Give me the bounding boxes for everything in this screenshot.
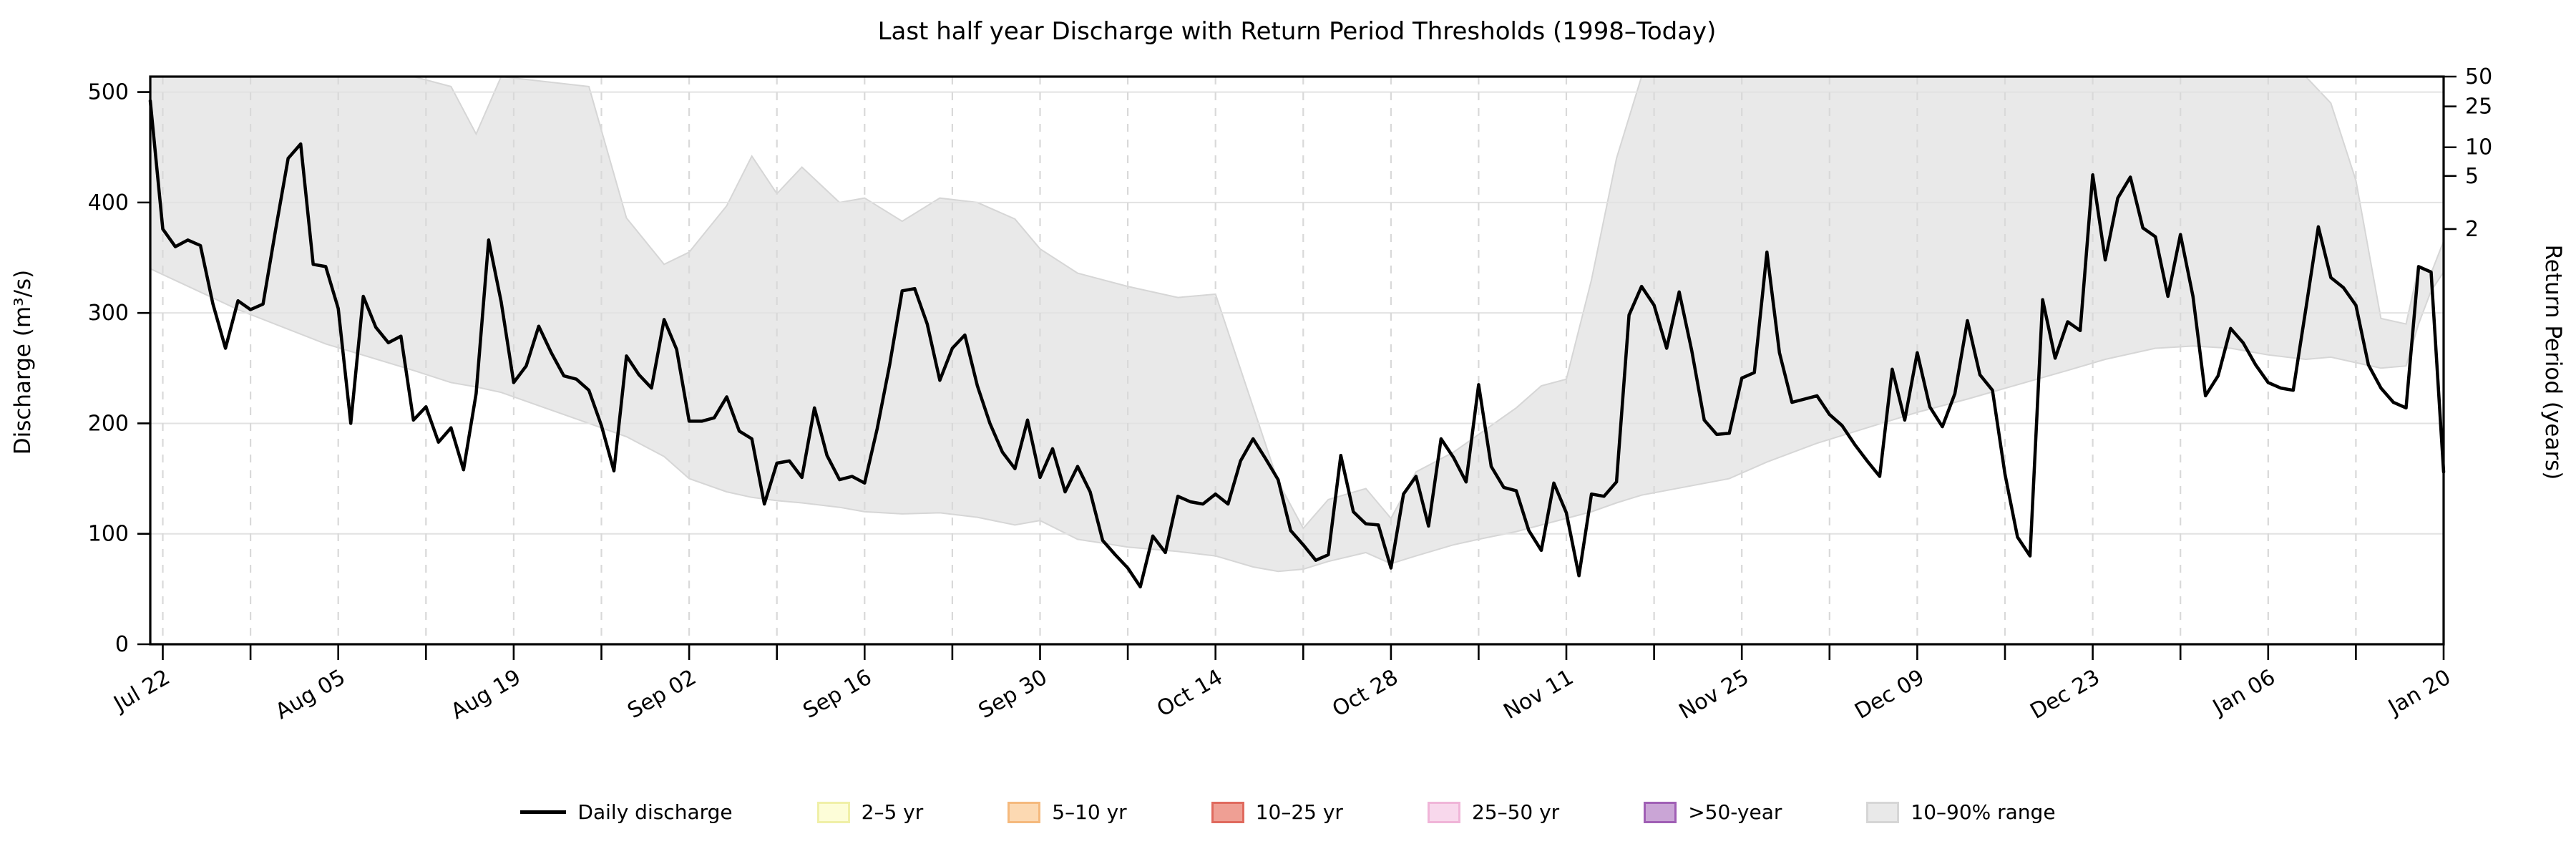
legend-label: >50-year — [1688, 800, 1782, 824]
x-tick-label: Sep 02 — [623, 665, 701, 724]
chart-title: Last half year Discharge with Return Per… — [877, 17, 1717, 46]
legend-item: 10–90% range — [1866, 800, 2056, 824]
legend-item: Daily discharge — [520, 800, 733, 824]
y2-tick-label: 5 — [2465, 164, 2479, 189]
x-tick-label: Nov 11 — [1499, 665, 1578, 724]
y2-tick-label: 10 — [2465, 135, 2492, 160]
x-tick-label: Dec 23 — [2026, 665, 2104, 724]
legend-label: 25–50 yr — [1471, 800, 1560, 824]
y2-tick-label: 25 — [2465, 94, 2492, 120]
x-tick-label: Jul 22 — [109, 665, 175, 717]
legend-patch-swatch — [1866, 801, 1900, 823]
legend-item: 25–50 yr — [1427, 800, 1560, 824]
y2-axis-label: Return Period (years) — [2540, 244, 2566, 480]
legend-line-swatch — [520, 810, 567, 814]
legend-patch-swatch — [1008, 801, 1041, 823]
legend-patch-swatch — [1211, 801, 1244, 823]
y-tick-label: 0 — [115, 632, 129, 657]
y2-tick-label: 50 — [2465, 64, 2492, 89]
daily-discharge-line — [148, 99, 2446, 589]
legend-patch-swatch — [816, 801, 850, 823]
x-tick-label: Dec 09 — [1850, 665, 1928, 724]
legend: Daily discharge 2–5 yr 5–10 yr 10–25 yr 25–5… — [0, 800, 2576, 824]
legend-label: 10–25 yr — [1255, 800, 1343, 824]
legend-item: 2–5 yr — [816, 800, 924, 824]
x-tick-label: Jan 20 — [2383, 665, 2455, 721]
y-tick-label: 500 — [88, 80, 129, 105]
legend-label: 10–90% range — [1911, 800, 2056, 824]
x-tick-label: Oct 14 — [1153, 665, 1227, 722]
plot-border — [149, 75, 2445, 646]
x-tick-label: Sep 16 — [799, 665, 877, 724]
x-tick-label: Aug 19 — [447, 665, 525, 724]
x-tick-label: Jan 06 — [2207, 665, 2280, 721]
y-tick-label: 100 — [88, 522, 129, 547]
x-tick-label: Oct 28 — [1328, 665, 1402, 722]
y-tick-label: 400 — [88, 190, 129, 215]
band-10-90 — [150, 75, 2444, 573]
legend-item: 10–25 yr — [1211, 800, 1343, 824]
y-axis-label: Discharge (m³/s) — [10, 269, 36, 455]
x-tick-label: Aug 05 — [271, 665, 350, 724]
y2-tick-label: 2 — [2465, 217, 2479, 242]
legend-patch-swatch — [1427, 801, 1460, 823]
y-tick-label: 200 — [88, 411, 129, 436]
legend-item: 5–10 yr — [1008, 800, 1127, 824]
legend-label: Daily discharge — [577, 800, 733, 824]
legend-patch-swatch — [1644, 801, 1677, 823]
legend-label: 2–5 yr — [861, 800, 924, 824]
y-tick-label: 300 — [88, 301, 129, 326]
legend-item: >50-year — [1644, 800, 1782, 824]
x-tick-label: Nov 25 — [1675, 665, 1754, 724]
x-tick-label: Sep 30 — [975, 665, 1052, 724]
legend-label: 5–10 yr — [1052, 800, 1127, 824]
